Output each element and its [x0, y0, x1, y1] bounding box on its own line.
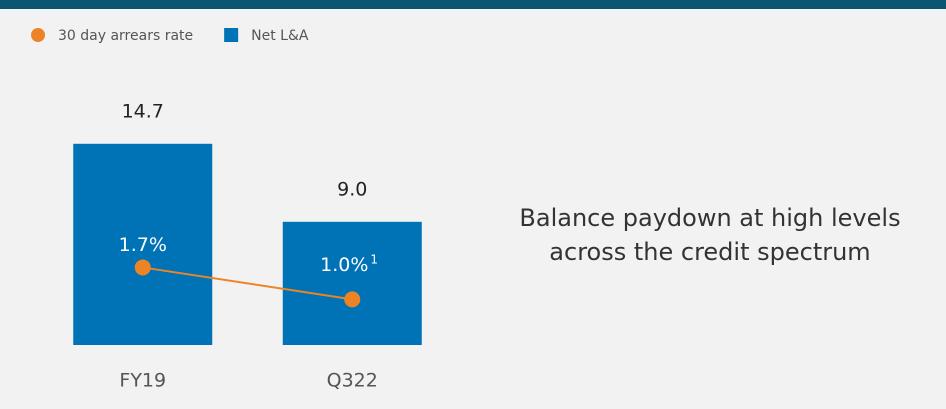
line-marker	[134, 259, 151, 276]
bar-value-label: 9.0	[337, 178, 367, 200]
line	[142, 266, 353, 301]
bar	[282, 221, 422, 345]
legend-marker	[31, 28, 45, 42]
line-value-label: 1.0%	[320, 254, 368, 276]
legend-label: Net L&A	[251, 28, 309, 44]
top-band	[0, 0, 946, 9]
annotation: across the credit spectrum	[549, 238, 870, 266]
line-marker	[344, 291, 361, 308]
x-tick-label: FY19	[119, 370, 166, 392]
line-value-label: 1.7%	[119, 234, 167, 256]
annotation: Balance paydown at high levels	[519, 204, 900, 232]
legend-marker	[224, 28, 239, 42]
footnote-mark: 1	[370, 252, 378, 266]
x-tick-label: Q322	[327, 370, 378, 392]
legend-label: 30 day arrears rate	[58, 28, 193, 44]
bar-value-label: 14.7	[122, 100, 164, 122]
bar	[73, 143, 213, 345]
